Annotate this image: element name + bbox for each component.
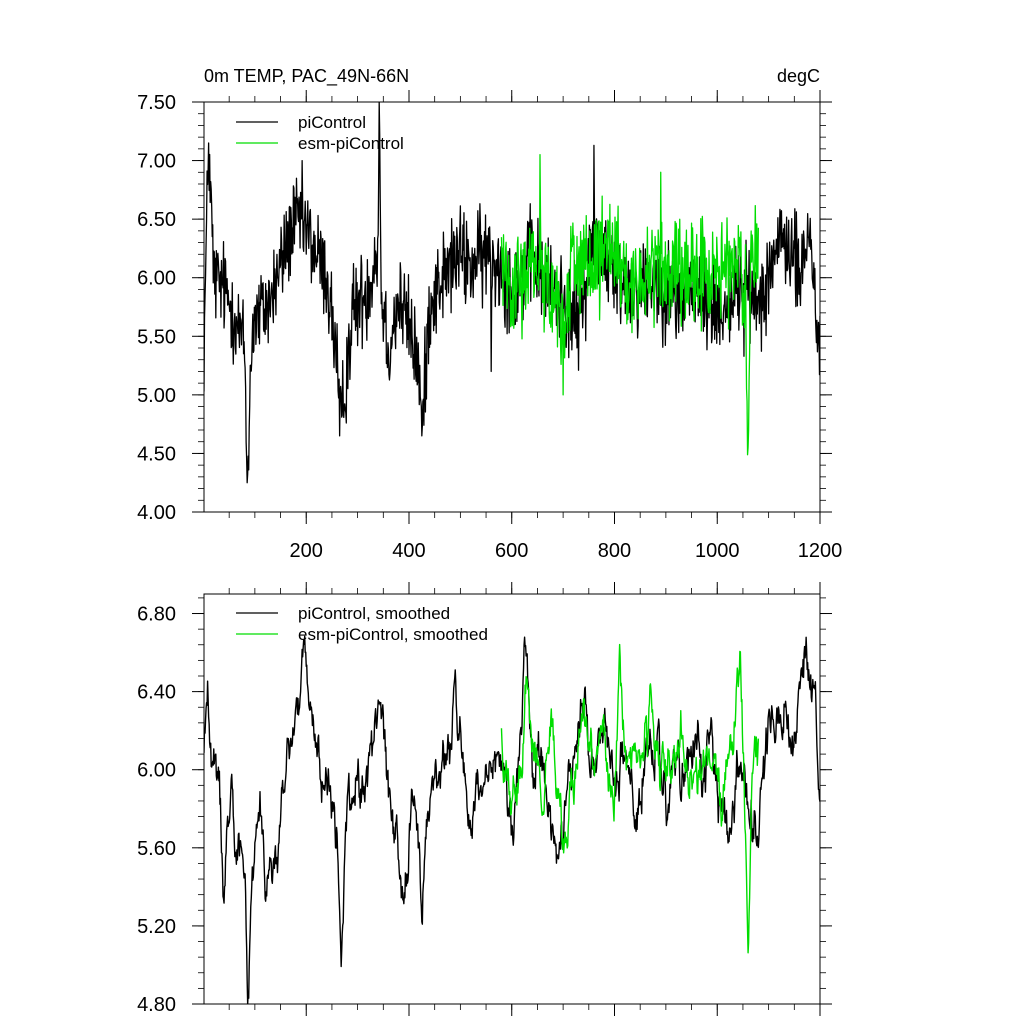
top-panel: 0m TEMP, PAC_49N-66N degC 4.00 4.50 5.00 5.…: [137, 66, 842, 562]
bottom-y-tick-label: 6.80: [137, 604, 176, 626]
top-plot-area: [204, 102, 820, 484]
top-y-tick-label: 7.00: [137, 151, 176, 173]
top-x-tick-label: 600: [495, 540, 528, 562]
bottom-y-tick-label: 6.00: [137, 760, 176, 782]
top-x-tick-label: 1000: [695, 540, 740, 562]
top-y-tick-label: 5.00: [137, 385, 176, 407]
top-legend: piControl esm-piControl: [236, 113, 404, 153]
bottom-y-tick-label: 6.40: [137, 682, 176, 704]
bottom-series-line-esm-picontrol-smoothed: [500, 643, 760, 954]
top-legend-label-esm-picontrol: esm-piControl: [298, 134, 404, 153]
top-y-tick-label: 5.50: [137, 326, 176, 348]
top-x-tick-label: 400: [392, 540, 425, 562]
top-series-line-esm-picontrol: [500, 154, 759, 456]
bottom-y-tick-label: 4.80: [137, 994, 176, 1016]
bottom-y-tick-label: 5.20: [137, 916, 176, 938]
top-x-tick-label: 1200: [798, 540, 843, 562]
top-y-tick-label: 6.00: [137, 268, 176, 290]
bottom-panel: 4.80 5.20 5.60 6.00 6.40 6.80 piControl, smoo…: [137, 582, 832, 1016]
top-y-tick-label: 7.50: [137, 92, 176, 114]
top-legend-label-picontrol: piControl: [298, 113, 366, 132]
bottom-series-line-picontrol-smoothed: [204, 635, 820, 1004]
bottom-plot-area: [204, 635, 820, 1004]
top-x-tick-label: 200: [290, 540, 323, 562]
top-y-tick-label: 6.50: [137, 209, 176, 231]
bottom-legend-label-esm-picontrol: esm-piControl, smoothed: [298, 625, 488, 644]
bottom-axes: 4.80 5.20 5.60 6.00 6.40 6.80: [137, 582, 832, 1016]
top-y-tick-label: 4.50: [137, 443, 176, 465]
bottom-y-tick-label: 5.60: [137, 838, 176, 860]
top-title-right: degC: [777, 66, 820, 86]
top-x-tick-label: 800: [598, 540, 631, 562]
top-title-left: 0m TEMP, PAC_49N-66N: [204, 66, 409, 87]
top-y-tick-label: 4.00: [137, 502, 176, 524]
bottom-legend-label-picontrol: piControl, smoothed: [298, 604, 450, 623]
bottom-legend: piControl, smoothed esm-piControl, smoot…: [236, 604, 488, 644]
top-axes: 4.00 4.50 5.00 5.50 6.00 6.50 7.00 7.50 200 400 60…: [137, 90, 842, 562]
